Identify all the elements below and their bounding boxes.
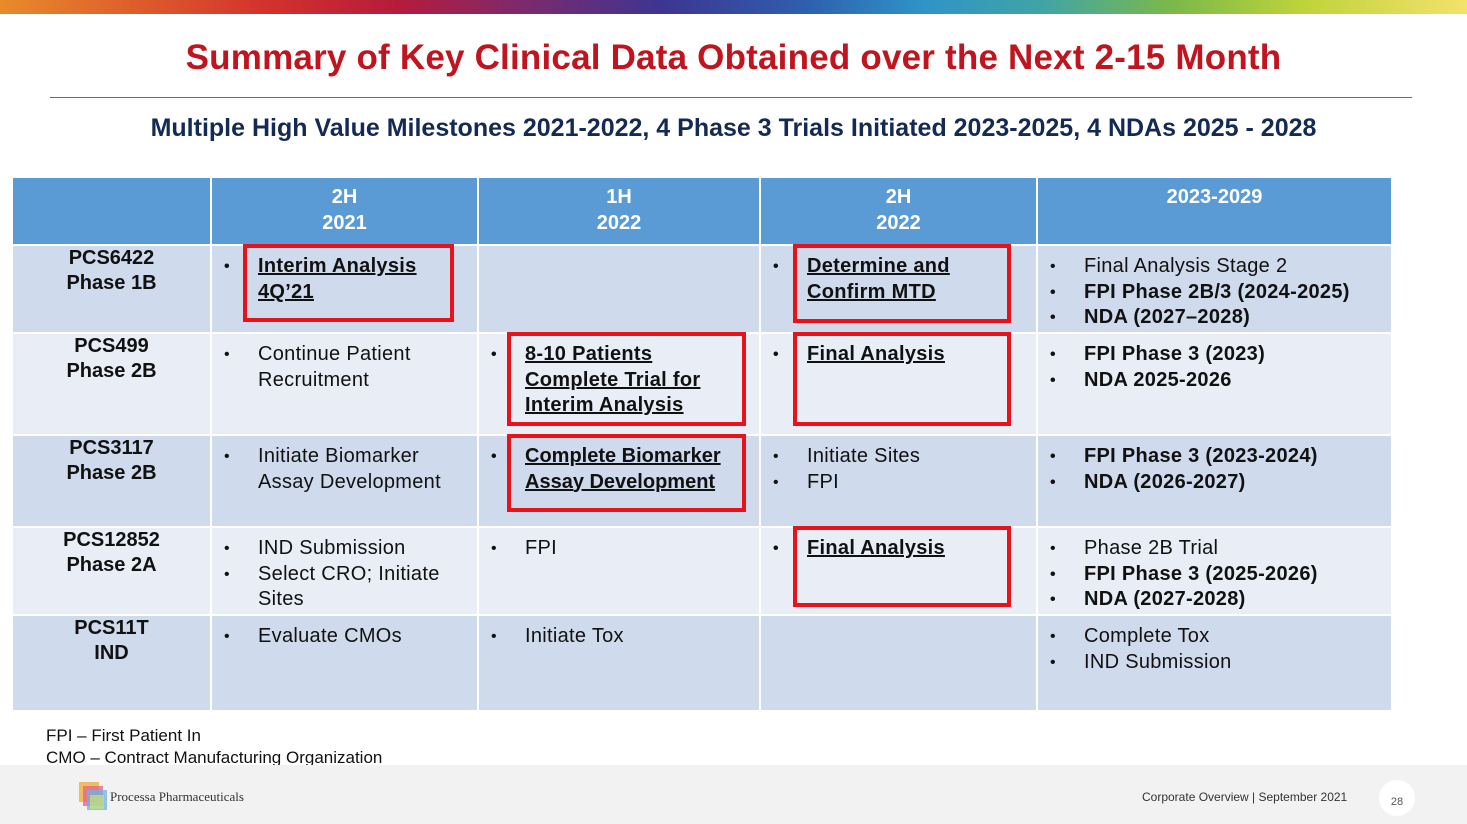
- milestone-item: FPI Phase 3 (2025-2026): [1038, 562, 1391, 588]
- milestone-cell: FPI: [477, 526, 761, 616]
- slide-title: Summary of Key Clinical Data Obtained ov…: [185, 38, 1282, 77]
- milestone-item: Final Analysis: [761, 342, 1036, 368]
- milestones-table: 2H 2021 1H 2022 2H 2022 2023-2029 PCS6422 P…: [11, 176, 1393, 712]
- milestone-cell: Complete Biomarker Assay Development: [477, 434, 761, 528]
- table-header-row: 2H 2021 1H 2022 2H 2022 2023-2029: [11, 176, 1393, 246]
- program-cell: PCS3117 Phase 2B: [11, 434, 212, 528]
- table-row: PCS6422 Phase 1B Interim Analysis 4Q’21 …: [11, 244, 1393, 334]
- milestone-item: 8-10 Patients Complete Trial for Interim…: [479, 342, 759, 419]
- title-divider: [50, 97, 1412, 98]
- milestone-item: NDA 2025-2026: [1038, 368, 1391, 394]
- program-cell: PCS6422 Phase 1B: [11, 244, 212, 334]
- milestone-cell: [477, 244, 761, 334]
- milestone-item: FPI Phase 3 (2023-2024): [1038, 444, 1391, 470]
- footer-band: [0, 765, 1467, 824]
- milestone-item: Complete Tox: [1038, 624, 1391, 650]
- program-cell: PCS12852 Phase 2A: [11, 526, 212, 616]
- milestone-item: IND Submission: [1038, 650, 1391, 676]
- milestone-cell: IND Submission Select CRO; Initiate Site…: [210, 526, 479, 616]
- program-cell: PCS11T IND: [11, 614, 212, 712]
- milestone-item: Select CRO; Initiate Sites: [212, 562, 477, 613]
- milestone-item: Complete Biomarker Assay Development: [479, 444, 759, 495]
- milestone-cell: FPI Phase 3 (2023-2024) NDA (2026-2027): [1036, 434, 1393, 528]
- milestone-cell: Final Analysis Stage 2 FPI Phase 2B/3 (2…: [1036, 244, 1393, 334]
- program-cell: PCS499 Phase 2B: [11, 332, 212, 436]
- milestone-cell: Final Analysis: [759, 526, 1038, 616]
- milestone-item: FPI Phase 3 (2023): [1038, 342, 1391, 368]
- milestone-cell: Phase 2B Trial FPI Phase 3 (2025-2026) N…: [1036, 526, 1393, 616]
- table-row: PCS12852 Phase 2A IND Submission Select …: [11, 526, 1393, 616]
- milestone-cell: Interim Analysis 4Q’21: [210, 244, 479, 334]
- milestone-cell: Determine and Confirm MTD: [759, 244, 1038, 334]
- milestone-cell: Final Analysis: [759, 332, 1038, 436]
- page-number: 28: [1379, 780, 1415, 816]
- milestone-item: Determine and Confirm MTD: [761, 254, 1036, 305]
- milestone-item: Interim Analysis 4Q’21: [212, 254, 477, 305]
- milestone-cell: 8-10 Patients Complete Trial for Interim…: [477, 332, 761, 436]
- milestone-cell: Initiate Sites FPI: [759, 434, 1038, 528]
- header-2h-2022: 2H 2022: [759, 176, 1038, 246]
- footnotes: FPI – First Patient In CMO – Contract Ma…: [46, 725, 382, 769]
- table-row: PCS11T IND Evaluate CMOs Initiate Tox Co…: [11, 614, 1393, 712]
- milestone-item: Phase 2B Trial: [1038, 536, 1391, 562]
- footnote-fpi: FPI – First Patient In: [46, 726, 201, 745]
- milestone-item: Final Analysis Stage 2: [1038, 254, 1391, 280]
- company-logo-icon: [79, 782, 107, 810]
- milestone-item: Initiate Tox: [479, 624, 759, 650]
- milestone-item: Continue Patient Recruitment: [212, 342, 477, 393]
- milestone-item: Evaluate CMOs: [212, 624, 477, 650]
- header-1h-2022: 1H 2022: [477, 176, 761, 246]
- slide-subtitle: Multiple High Value Milestones 2021-2022…: [150, 114, 1317, 142]
- company-name: Processa Pharmaceuticals: [110, 789, 244, 804]
- milestone-item: Initiate Biomarker Assay Development: [212, 444, 477, 495]
- milestone-item: Final Analysis: [761, 536, 1036, 562]
- header-2023-2029: 2023-2029: [1036, 176, 1393, 246]
- milestone-item: NDA (2027-2028): [1038, 587, 1391, 613]
- milestone-cell: Continue Patient Recruitment: [210, 332, 479, 436]
- milestone-cell: Complete Tox IND Submission: [1036, 614, 1393, 712]
- milestone-cell: Evaluate CMOs: [210, 614, 479, 712]
- footnote-cmo: CMO – Contract Manufacturing Organizatio…: [46, 748, 383, 767]
- milestone-item: NDA (2026-2027): [1038, 470, 1391, 496]
- highlight-box: [793, 526, 1011, 607]
- table-row: PCS499 Phase 2B Continue Patient Recruit…: [11, 332, 1393, 436]
- top-gradient-bar: [0, 0, 1467, 14]
- milestone-cell: [759, 614, 1038, 712]
- header-2h-2021: 2H 2021: [210, 176, 479, 246]
- milestone-item: FPI Phase 2B/3 (2024-2025): [1038, 280, 1391, 306]
- milestone-item: IND Submission: [212, 536, 477, 562]
- milestone-item: NDA (2027–2028): [1038, 305, 1391, 331]
- milestone-item: FPI: [761, 470, 1036, 496]
- deck-label: Corporate Overview | September 2021: [1142, 790, 1348, 804]
- table-row: PCS3117 Phase 2B Initiate Biomarker Assa…: [11, 434, 1393, 528]
- milestone-item: Initiate Sites: [761, 444, 1036, 470]
- milestone-cell: Initiate Biomarker Assay Development: [210, 434, 479, 528]
- milestone-cell: FPI Phase 3 (2023) NDA 2025-2026: [1036, 332, 1393, 436]
- milestone-item: FPI: [479, 536, 759, 562]
- highlight-box: [793, 332, 1011, 426]
- header-corner: [11, 176, 212, 246]
- milestone-cell: Initiate Tox: [477, 614, 761, 712]
